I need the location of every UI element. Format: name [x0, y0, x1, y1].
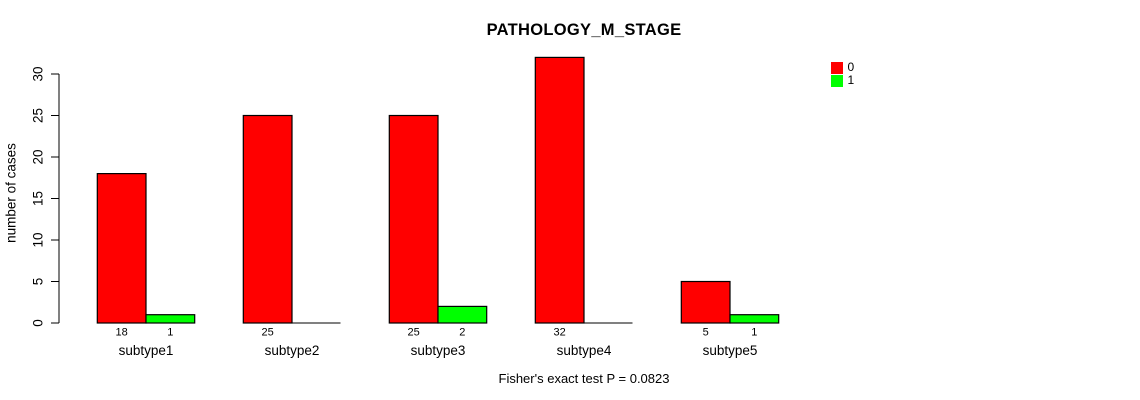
bar-count-label: 1: [751, 327, 757, 339]
bar-subtype3-0: [388, 114, 439, 324]
y-tick-label: 5: [31, 278, 46, 286]
category-label: subtype1: [119, 343, 174, 358]
category-label: subtype3: [411, 343, 466, 358]
bar-count-label: 25: [262, 327, 274, 339]
y-tick-label: 0: [31, 319, 46, 327]
legend-label: 0: [847, 60, 855, 74]
y-tick-label: 25: [31, 108, 46, 123]
bar-subtype2-0: [242, 114, 293, 324]
legend-swatch-1: [831, 75, 843, 87]
chart-title: PATHOLOGY_M_STAGE: [486, 21, 682, 39]
bar-subtype3-1: [437, 305, 488, 324]
bar-subtype5-1: [729, 314, 780, 324]
legend-item: 1: [831, 73, 855, 87]
y-tick-label: 10: [31, 232, 46, 247]
y-axis-title: number of cases: [3, 143, 19, 243]
bar-count-label: 2: [459, 327, 465, 339]
category-label: subtype4: [557, 343, 612, 358]
bar-count-label: 25: [408, 327, 420, 339]
bar-subtype1-0: [96, 173, 147, 324]
bar-count-label: 18: [116, 327, 128, 339]
bar-subtype4-0: [534, 56, 585, 324]
bar-count-label: 1: [167, 327, 173, 339]
stat-note: Fisher's exact test P = 0.0823: [498, 371, 670, 386]
category-label: subtype5: [703, 343, 758, 358]
category-label: subtype2: [265, 343, 320, 358]
bar-subtype5-0: [680, 280, 731, 324]
bar-subtype1-1: [145, 314, 196, 324]
y-tick-label: 20: [31, 149, 46, 164]
bar-count-label: 5: [703, 327, 709, 339]
bar-count-label: 32: [554, 327, 566, 339]
y-tick-label: 30: [31, 66, 46, 81]
y-tick-label: 15: [31, 191, 46, 206]
legend-swatch-0: [831, 62, 843, 74]
legend-label: 1: [847, 73, 855, 87]
legend-item: 0: [831, 60, 855, 74]
